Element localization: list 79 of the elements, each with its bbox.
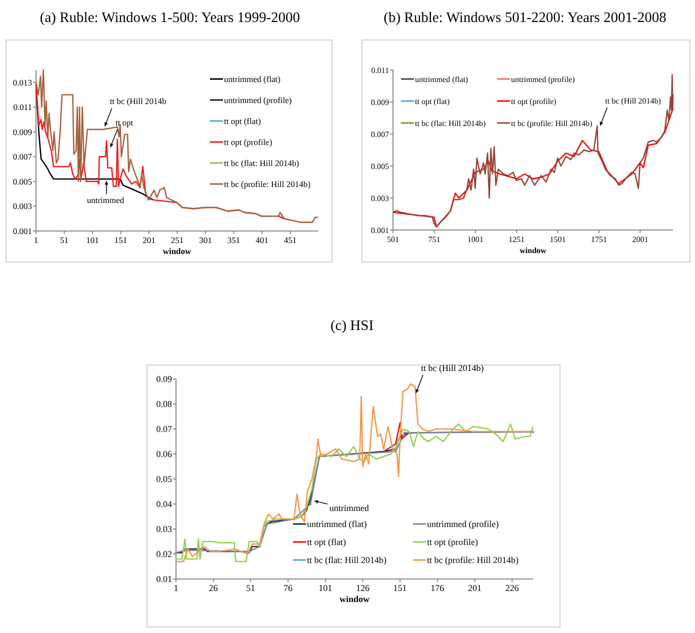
y-tick-label: 0.009 — [371, 98, 389, 107]
legend-label: tt opt (profile) — [224, 137, 272, 147]
legend-label: untrimmed (profile) — [224, 95, 292, 105]
y-tick-label: 0.009 — [12, 126, 32, 137]
y-tick-label: 0.007 — [12, 152, 32, 162]
x-tick-label: 451 — [284, 235, 297, 245]
y-tick-label: 0.02 — [156, 549, 172, 559]
x-tick-label: 51 — [246, 583, 256, 593]
y-tick-label: 0.005 — [371, 162, 389, 171]
x-tick-label: 176 — [430, 583, 445, 593]
legend-label: untrimmed (flat) — [307, 519, 367, 529]
legend-label: tt opt (flat) — [307, 537, 346, 547]
y-tick-label: 0.08 — [156, 399, 172, 409]
x-tick-label: 201 — [468, 583, 482, 593]
x-tick-label: 251 — [170, 235, 184, 245]
legend-label: tt bc (profile: Hill 2014b) — [511, 119, 593, 128]
x-tick-label: 1751 — [591, 235, 608, 244]
annotation: tt opt — [115, 117, 134, 128]
y-tick-label: 0.001 — [12, 226, 32, 236]
x-tick-label: 76 — [284, 583, 294, 593]
x-tick-label: 126 — [356, 583, 370, 593]
annotation: untrimmed — [329, 503, 370, 513]
chart-title: (a) Ruble: Windows 1-500: Years 1999-2000 — [40, 10, 300, 26]
y-tick-label: 0.05 — [156, 474, 172, 484]
legend-label: untrimmed (flat) — [415, 75, 468, 84]
y-tick-label: 0.003 — [371, 194, 389, 203]
chart-title: (b) Ruble: Windows 501-2200: Years 2001-2008 — [384, 10, 666, 26]
y-tick-label: 0.007 — [371, 130, 389, 139]
x-tick-label: 1251 — [508, 235, 525, 244]
annotation: untrimmed — [86, 194, 125, 205]
legend-label: tt bc (profile: Hill 2014b) — [224, 179, 311, 189]
y-tick-label: 0.06 — [156, 449, 172, 459]
x-tick-label: 51 — [60, 235, 69, 245]
legend-label: tt bc (flat: Hill 2014b) — [224, 158, 300, 168]
y-tick-label: 0.01 — [156, 574, 172, 584]
legend-label: tt opt (flat) — [415, 97, 450, 106]
x-tick-label: 301 — [199, 235, 212, 245]
x-tick-label: 351 — [227, 235, 240, 245]
y-tick-label: 0.005 — [12, 176, 32, 186]
annotation: tt bc (Hill 2014b) — [605, 96, 662, 106]
y-tick-label: 0.013 — [12, 77, 32, 88]
x-tick-label: 401 — [256, 235, 268, 245]
y-tick-label: 0.04 — [156, 499, 172, 509]
x-tick-label: 2001 — [632, 235, 648, 244]
legend-label: tt opt (profile) — [511, 97, 557, 106]
y-tick-label: 0.001 — [371, 226, 389, 235]
x-tick-label: 501 — [387, 235, 399, 244]
x-tick-label: 1 — [34, 235, 38, 245]
x-tick-label: 101 — [318, 583, 332, 593]
legend-label: tt bc (flat: Hill 2014b) — [415, 119, 486, 128]
x-tick-label: 201 — [142, 235, 156, 245]
x-axis-title: window — [520, 246, 547, 255]
y-tick-label: 0.03 — [156, 524, 172, 534]
legend-label: untrimmed (profile) — [427, 519, 499, 529]
annotation: tt bc (Hill 2014b — [110, 96, 166, 106]
x-tick-label: 26 — [208, 583, 218, 593]
x-axis-title: window — [162, 246, 192, 256]
x-tick-label: 226 — [505, 583, 520, 593]
legend-label: untrimmed (profile) — [511, 75, 576, 84]
x-tick-label: 1 — [174, 583, 178, 593]
y-tick-label: 0.07 — [156, 424, 172, 434]
y-tick-label: 0.011 — [371, 66, 389, 75]
x-tick-label: 101 — [86, 235, 99, 245]
legend-label: tt bc (flat: Hill 2014b) — [307, 555, 386, 565]
y-tick-label: 0.09 — [156, 374, 172, 384]
y-tick-label: 0.003 — [12, 201, 32, 212]
legend-label: tt opt (profile) — [427, 537, 478, 547]
x-tick-label: 151 — [114, 235, 128, 245]
chart-title: (c) HSI — [330, 318, 374, 334]
annotation: tt bc (Hill 2014b) — [420, 363, 484, 373]
legend-label: tt bc (profile: Hill 2014b) — [427, 555, 518, 565]
x-tick-label: 1001 — [467, 235, 484, 244]
x-tick-label: 151 — [393, 583, 407, 593]
x-tick-label: 751 — [428, 235, 440, 244]
x-axis-title: window — [339, 594, 370, 604]
legend-label: untrimmed (flat) — [224, 74, 281, 84]
legend-label: tt opt (flat) — [224, 116, 261, 126]
x-tick-label: 1501 — [550, 235, 566, 244]
y-tick-label: 0.011 — [13, 102, 32, 112]
